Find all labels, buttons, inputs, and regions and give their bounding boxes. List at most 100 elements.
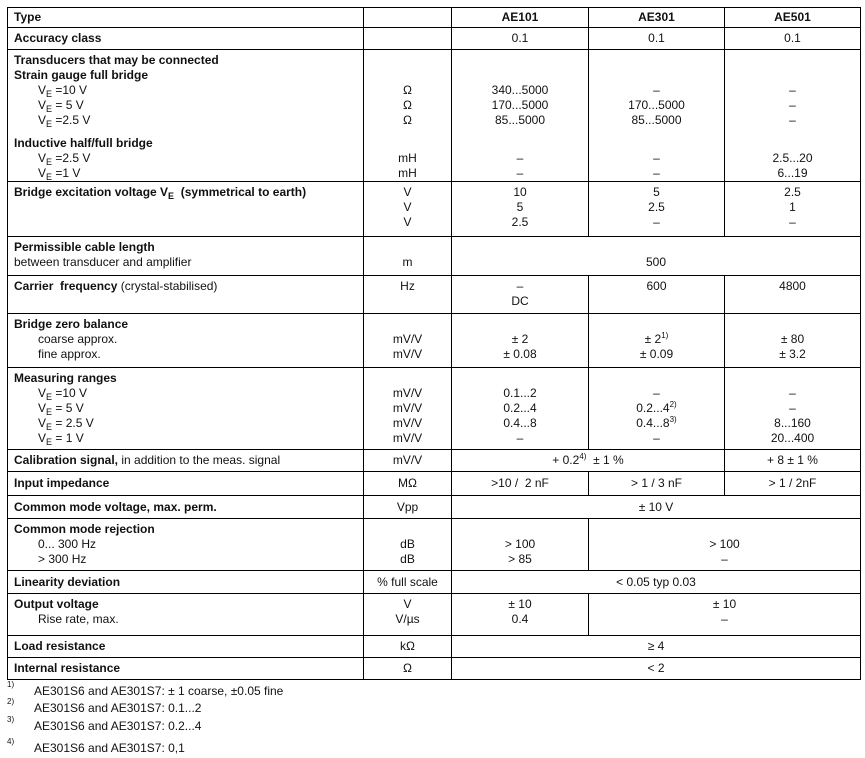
cell-line [366, 128, 449, 136]
unit-cell [363, 7, 452, 28]
cell-line: fine approx. [14, 347, 357, 362]
cell-line: Carrier frequency (crystal-stabilised) [14, 279, 357, 294]
text-segment: Permissible cable length [14, 240, 155, 254]
cell-line: VE = 5 V [14, 401, 357, 417]
cell-line: 0.1 [648, 31, 665, 45]
model-header-cell: AE101 [451, 7, 589, 28]
text-segment: Bridge zero balance [14, 317, 129, 331]
specifications-table: Type AE101 AE301 AE501 Accuracy class 0.1 0.1 0… [7, 7, 861, 680]
unit-cell: Ω [363, 657, 452, 680]
cell-line: dB [400, 537, 415, 551]
value-cell: –170...5000 85...5000– – [588, 49, 725, 182]
value-cell: + 0.24) ± 1 % [451, 449, 725, 472]
cell-line: AE501 [727, 10, 858, 25]
cell-line: – [721, 612, 728, 626]
text-segment: =10 V [52, 386, 88, 400]
footnote-text: AE301S6 and AE301S7: 0,1 [34, 741, 185, 755]
parameter-cell: Bridge excitation voltage VE (symmetrica… [7, 181, 364, 237]
text-segment: coarse approx. [38, 332, 118, 346]
text-segment: V [38, 98, 47, 112]
cell-line: VE =10 V [14, 83, 357, 99]
unit-cell: dB dB [363, 518, 452, 571]
text-segment: Input impedance [14, 476, 110, 490]
header-row: Type AE101 AE301 AE501 [7, 7, 861, 28]
cell-line: mV/V [392, 416, 423, 430]
cell-line: Ω [403, 98, 412, 112]
cell-line [366, 522, 449, 537]
cell-line: m [402, 255, 413, 269]
table-row: Measuring ranges V E =10 V VE = 5 V VE = 2.5… [7, 367, 861, 450]
cell-line [727, 53, 858, 68]
cell-line [591, 68, 722, 83]
cell-line: Bridge excitation voltage VE (symmetrica… [14, 185, 357, 201]
cell-line: – [721, 552, 728, 566]
table-row: Linearity deviation % full scale < 0.05 ty… [7, 570, 861, 594]
text-segment: Output voltage [14, 597, 99, 611]
text-segment: Rise rate, max. [38, 612, 119, 626]
cell-line: Strain gauge full bridge [14, 68, 357, 83]
text-segment: V [38, 113, 47, 127]
cell-line: mV/V [392, 431, 423, 445]
value-cell: > 1 / 2nF [724, 471, 861, 496]
table-row: Bridge excitation voltage VE (symmetrica… [7, 181, 861, 237]
value-cell: 0.1 [588, 27, 725, 50]
cell-line: V [403, 200, 412, 214]
text-segment: Internal resistance [14, 661, 121, 675]
cell-line: – [789, 98, 796, 112]
text-segment: V [38, 431, 47, 445]
cell-line: Ω [403, 661, 412, 675]
cell-line [366, 53, 449, 68]
text-segment: = 2.5 V [52, 416, 94, 430]
footnote-reference: 2) [669, 400, 677, 409]
text-segment: > 300 Hz [38, 552, 87, 566]
cell-line [727, 136, 858, 151]
value-cell: ± 10– [588, 593, 861, 636]
text-segment: Bridge excitation voltage V [14, 185, 169, 199]
value-cell: – – –2.5...20 6...19 [724, 49, 861, 182]
unit-cell: mV/V [363, 449, 452, 472]
cell-line [727, 68, 858, 83]
unit-cell: V V/µs [363, 593, 452, 636]
text-segment: 0.4...8 [636, 416, 670, 430]
cell-line: mV/V [392, 386, 423, 400]
text-segment: Inductive half/full bridge [14, 136, 153, 150]
cell-line: Accuracy class [14, 31, 357, 46]
cell-line [727, 317, 858, 332]
text-segment: Measuring ranges [14, 371, 117, 385]
text-segment: 0... 300 Hz [38, 537, 97, 551]
footnote-number: 1) [7, 680, 15, 689]
cell-line: ± 10 [508, 597, 532, 611]
text-segment: = 1 V [52, 431, 84, 445]
text-segment: Common mode voltage, max. perm. [14, 499, 217, 514]
cell-line: Hz [400, 279, 415, 293]
subscript: E [46, 392, 53, 402]
cell-line: – [789, 401, 796, 415]
table-row: Bridge zero balance coarse approx. fine ap… [7, 313, 861, 368]
footnote-reference: 1) [661, 331, 669, 340]
parameter-cell: Load resistance [7, 635, 364, 658]
cell-line: V [403, 215, 412, 229]
cell-line: VE = 2.5 V [14, 416, 357, 432]
cell-line: Inductive half/full bridge [14, 136, 357, 151]
cell-line: 2.5 [784, 185, 801, 199]
model-header-cell: AE501 [724, 7, 861, 28]
text-segment: =2.5 V [52, 113, 91, 127]
cell-line: – [789, 83, 796, 97]
cell-line: 85...5000 [494, 113, 546, 127]
parameter-cell: Internal resistance [7, 657, 364, 680]
text-segment: Type [14, 10, 42, 24]
table-row: Accuracy class 0.1 0.1 0.1 [7, 27, 861, 50]
text-segment: AE301 [638, 10, 675, 24]
parameter-cell: Measuring ranges V E =10 V VE = 5 V VE = 2.5… [7, 367, 364, 450]
value-cell: ≥ 4 [451, 635, 861, 658]
cell-line: Measuring ranges [14, 371, 357, 386]
value-cell: 5 2.5– [588, 181, 725, 237]
cell-line [454, 128, 586, 136]
value-cell: 10 5 2.5 [451, 181, 589, 237]
table-row: Load resistance kΩ ≥ 4 [7, 635, 861, 658]
cell-line: DC [511, 294, 529, 308]
value-cell: ± 21) ± 0.09 [588, 313, 725, 368]
value-cell: – –8...160 20...400 [724, 367, 861, 450]
cell-line: Input impedance [14, 476, 357, 491]
